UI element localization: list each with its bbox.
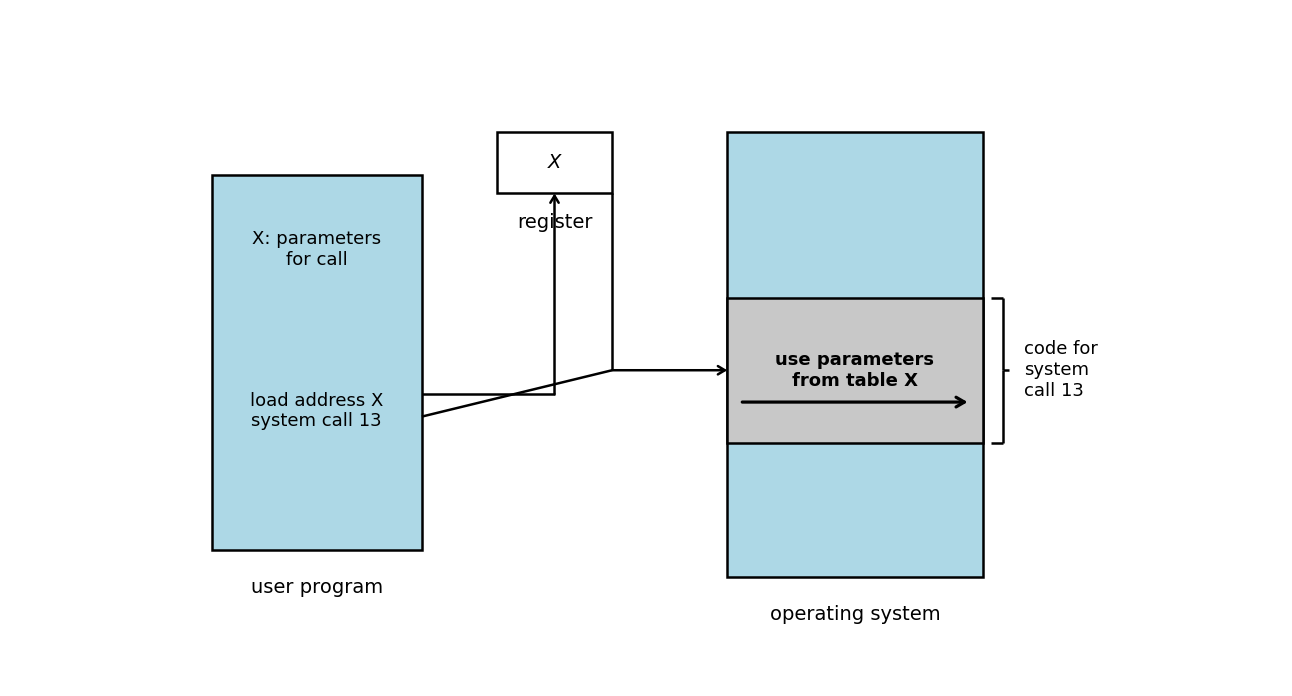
Text: user program: user program [251,578,382,596]
Text: X: parameters
for call: X: parameters for call [252,230,381,269]
Text: X: X [548,153,561,172]
FancyBboxPatch shape [497,132,612,193]
Text: use parameters
from table X: use parameters from table X [775,351,934,390]
FancyBboxPatch shape [212,175,421,550]
Text: load address X
system call 13: load address X system call 13 [251,392,384,430]
FancyBboxPatch shape [727,132,982,576]
Text: register: register [517,214,592,232]
FancyBboxPatch shape [727,298,982,443]
Text: code for
system
call 13: code for system call 13 [1023,340,1097,400]
Text: operating system: operating system [770,605,941,624]
